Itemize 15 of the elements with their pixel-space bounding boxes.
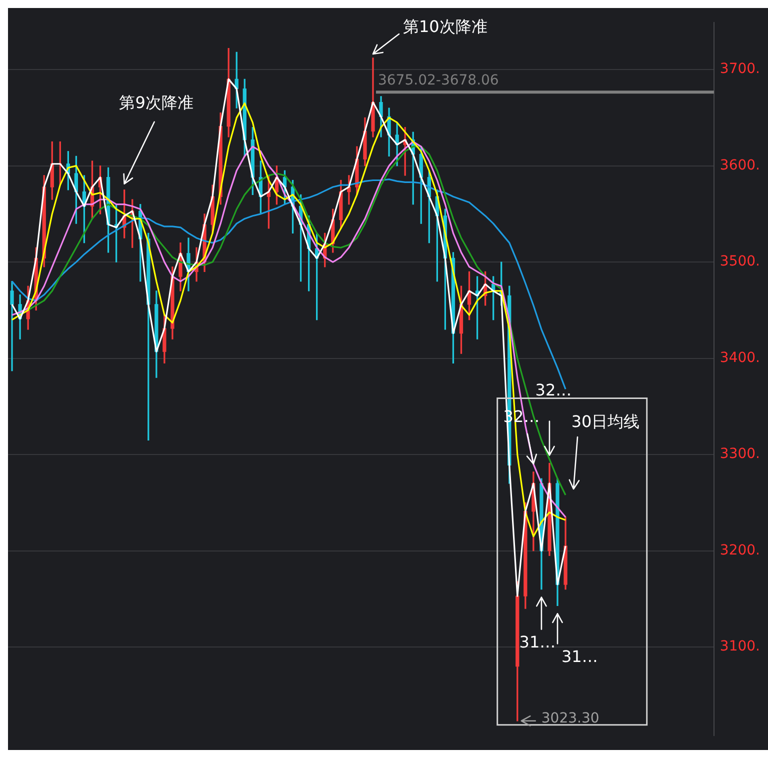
annotation: 第9次降准: [119, 93, 194, 112]
y-tick-label: 3600.: [720, 157, 760, 174]
y-tick-label: 3500.: [720, 254, 760, 270]
y-tick-label: 3200.: [720, 542, 760, 558]
y-tick-label: 3300.: [720, 446, 760, 462]
annotation: 32…: [535, 380, 572, 400]
y-tick-label: 3100.: [720, 638, 760, 655]
annotation: 第10次降准: [402, 17, 488, 36]
annotation: 31…: [519, 632, 556, 652]
annotation: 31…: [561, 646, 598, 666]
band-label: 3675.02-3678.06: [378, 72, 499, 88]
annotation: 30日均线: [571, 412, 640, 432]
y-tick-label: 3700.: [720, 61, 760, 78]
y-tick-label: 3400.: [720, 350, 760, 366]
annotation: 3023.30: [541, 710, 600, 727]
